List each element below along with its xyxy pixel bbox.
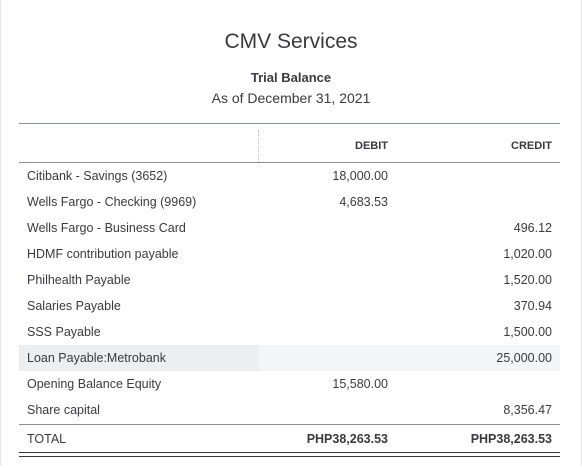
credit-amount[interactable]: 496.12 (513, 221, 552, 235)
credit-amount[interactable]: 370.94 (513, 299, 552, 313)
table-row-highlighted[interactable]: Loan Payable:Metrobank 25,000.00 (19, 345, 560, 371)
account-name[interactable]: Wells Fargo - Checking (9969) (27, 195, 197, 209)
total-label: TOTAL (27, 432, 67, 446)
table-row[interactable]: Citibank - Savings (3652) 18,000.00 (19, 163, 560, 189)
debit-amount[interactable]: 15,580.00 (332, 377, 388, 391)
account-name[interactable]: SSS Payable (27, 325, 101, 339)
table-row[interactable]: Salaries Payable 370.94 (19, 293, 560, 319)
account-name[interactable]: Share capital (27, 403, 100, 417)
account-name[interactable]: Wells Fargo - Business Card (27, 221, 186, 235)
table-row[interactable]: Opening Balance Equity 15,580.00 (19, 371, 560, 397)
table-header: DEBIT CREDIT (19, 124, 560, 163)
company-name: CMV Services (224, 30, 358, 53)
report-date: As of December 31, 2021 (211, 90, 371, 106)
column-divider (258, 130, 259, 162)
row-hover-highlight (19, 345, 259, 371)
account-name[interactable]: Loan Payable:Metrobank (27, 351, 166, 365)
credit-amount[interactable]: 8,356.47 (503, 403, 552, 417)
account-name[interactable]: Citibank - Savings (3652) (27, 169, 168, 183)
total-double-underline (19, 452, 560, 457)
table-row[interactable]: Share capital 8,356.47 (19, 397, 560, 423)
row-hover-highlight (259, 345, 560, 371)
credit-amount[interactable]: 1,520.00 (503, 273, 552, 287)
table-row[interactable]: Philhealth Payable 1,520.00 (19, 267, 560, 293)
table-row[interactable]: HDMF contribution payable 1,020.00 (19, 241, 560, 267)
credit-amount[interactable]: 1,500.00 (503, 325, 552, 339)
column-header-debit[interactable]: DEBIT (355, 140, 388, 152)
total-row: TOTAL PHP38,263.53 PHP38,263.53 (19, 424, 560, 452)
table-row[interactable]: SSS Payable 1,500.00 (19, 319, 560, 345)
table-row[interactable]: Wells Fargo - Checking (9969) 4,683.53 (19, 189, 560, 215)
account-name[interactable]: Philhealth Payable (27, 273, 131, 287)
total-debit[interactable]: PHP38,263.53 (306, 432, 388, 446)
debit-amount[interactable]: 18,000.00 (332, 169, 388, 183)
total-credit[interactable]: PHP38,263.53 (470, 432, 552, 446)
trial-balance-table: DEBIT CREDIT Citibank - Savings (3652) 1… (19, 123, 560, 457)
account-name[interactable]: Opening Balance Equity (27, 377, 162, 391)
credit-amount[interactable]: 25,000.00 (496, 351, 552, 365)
debit-amount[interactable]: 4,683.53 (339, 195, 388, 209)
credit-amount[interactable]: 1,020.00 (503, 247, 552, 261)
report-title: Trial Balance (250, 70, 332, 85)
table-top-rule (19, 123, 560, 124)
column-header-credit[interactable]: CREDIT (511, 140, 552, 152)
table-row[interactable]: Wells Fargo - Business Card 496.12 (19, 215, 560, 241)
account-name[interactable]: HDMF contribution payable (27, 247, 179, 261)
account-name[interactable]: Salaries Payable (27, 299, 121, 313)
